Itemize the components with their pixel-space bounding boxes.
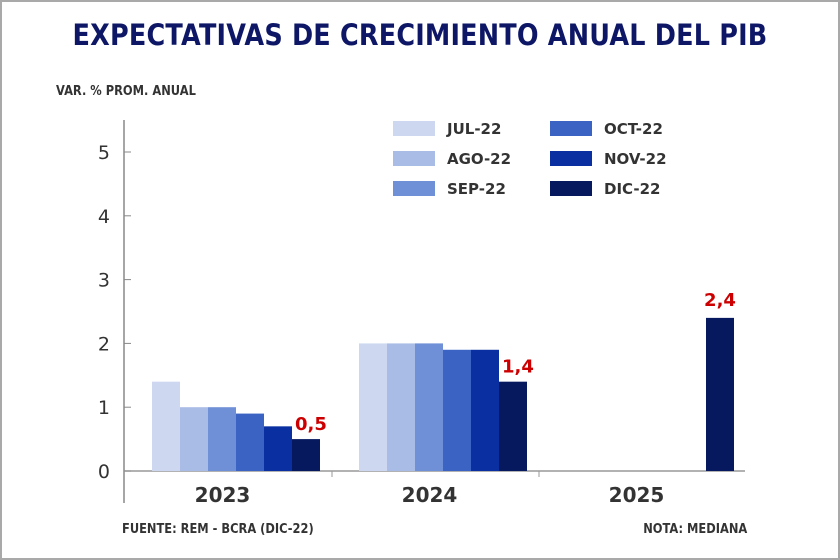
legend-label: OCT-22	[604, 120, 663, 138]
bar-2023-dic-22	[292, 439, 320, 471]
median-note: NOTA: MEDIANA	[642, 522, 747, 537]
x-category-label: 2025	[609, 483, 665, 507]
data-label: 0,5	[295, 414, 327, 435]
legend-swatch	[550, 151, 592, 166]
legend-label: JUL-22	[446, 120, 501, 138]
y-tick-label: 2	[98, 333, 110, 355]
legend-swatch	[550, 181, 592, 196]
legend-label: SEP-22	[447, 180, 506, 198]
legend-label: AGO-22	[447, 150, 511, 168]
source-note: FUENTE: REM - BCRA (DIC-22)	[122, 522, 314, 537]
legend-swatch	[393, 121, 435, 136]
legend-swatch	[550, 121, 592, 136]
legend-label: DIC-22	[604, 180, 660, 198]
bar-2024-nov-22	[471, 349, 499, 471]
legend-swatch	[393, 151, 435, 166]
bar-2024-dic-22	[499, 381, 527, 471]
y-tick-label: 0	[98, 461, 110, 483]
bars	[152, 317, 734, 471]
bar-2024-sep-22	[415, 343, 443, 471]
bar-2023-sep-22	[208, 407, 236, 471]
x-category-label: 2023	[195, 483, 251, 507]
y-tick-label: 5	[98, 142, 110, 164]
bar-2023-jul-22	[152, 381, 180, 471]
chart-title: EXPECTATIVAS DE CRECIMIENTO ANUAL DEL PI…	[72, 18, 768, 52]
y-axis-label: VAR. % PROM. ANUAL	[56, 84, 196, 99]
bar-2023-ago-22	[180, 407, 208, 471]
bar-2024-ago-22	[387, 343, 415, 471]
legend-swatch	[393, 181, 435, 196]
legend: JUL-22 AGO-22 SEP-22 OCT-22 NOV-22 DIC-22	[393, 120, 667, 198]
y-tick-label: 4	[98, 206, 110, 228]
bar-2025-dic-22	[706, 317, 734, 471]
y-tick-label: 3	[98, 270, 110, 292]
x-category-label: 2024	[402, 483, 458, 507]
data-labels: 0,5 1,4 2,4	[295, 290, 736, 435]
bar-2024-jul-22	[359, 343, 387, 471]
bar-2023-oct-22	[236, 413, 264, 471]
bar-2024-oct-22	[443, 349, 471, 471]
legend-label: NOV-22	[604, 150, 667, 168]
data-label: 1,4	[502, 357, 534, 378]
bar-2023-nov-22	[264, 426, 292, 471]
y-tick-label: 1	[98, 397, 110, 419]
data-label: 2,4	[704, 290, 736, 311]
